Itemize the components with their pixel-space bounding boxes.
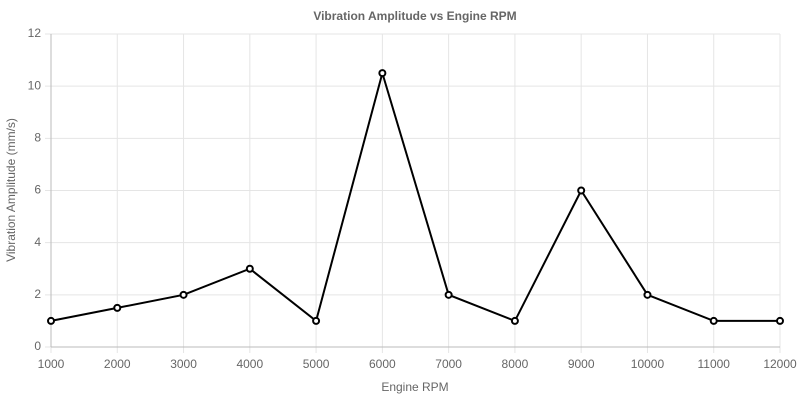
x-tick-label: 3000: [170, 357, 197, 371]
y-tick-label: 2: [34, 287, 41, 301]
data-point: [378, 69, 387, 78]
data-point: [709, 316, 718, 325]
y-tick-label: 8: [34, 131, 41, 145]
x-tick-label: 6000: [369, 357, 396, 371]
x-tick-label: 10000: [631, 357, 665, 371]
data-point: [776, 316, 784, 325]
data-point: [245, 264, 254, 273]
y-tick-label: 0: [34, 339, 41, 353]
data-point: [113, 303, 122, 312]
y-tick-label: 10: [28, 78, 42, 92]
x-tick-label: 11000: [697, 357, 730, 371]
data-point: [510, 316, 519, 325]
x-tick-label: 2000: [104, 357, 131, 371]
x-tick-label: 12000: [763, 357, 797, 371]
x-tick-label: 4000: [236, 357, 263, 371]
series-line: [50, 69, 780, 323]
x-tick-label: 7000: [435, 357, 462, 371]
data-point: [444, 290, 453, 299]
y-tick-label: 4: [34, 235, 41, 249]
x-tick-label: 9000: [568, 357, 595, 371]
y-axis-title: Vibration Amplitude (mm/s): [4, 118, 18, 262]
data-point: [179, 290, 188, 299]
data-point: [47, 316, 55, 325]
x-axis-title: Engine RPM: [381, 380, 448, 394]
chart-title: Vibration Amplitude vs Engine RPM: [313, 9, 516, 23]
data-point: [643, 290, 652, 299]
x-tick-label: 8000: [502, 357, 529, 371]
y-tick-label: 12: [28, 26, 42, 40]
data-point: [577, 186, 586, 195]
data-point: [312, 316, 321, 325]
y-tick-label: 6: [34, 183, 41, 197]
x-tick-label: 5000: [303, 357, 330, 371]
x-tick-label: 1000: [38, 357, 65, 371]
